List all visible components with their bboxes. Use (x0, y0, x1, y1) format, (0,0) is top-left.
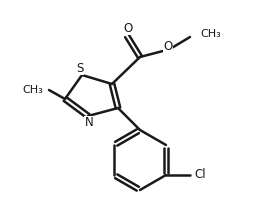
Text: CH₃: CH₃ (200, 29, 221, 39)
Text: Cl: Cl (194, 169, 206, 181)
Text: N: N (85, 116, 93, 130)
Text: O: O (163, 41, 173, 54)
Text: CH₃: CH₃ (23, 85, 43, 95)
Text: O: O (123, 21, 133, 34)
Text: S: S (76, 61, 84, 74)
